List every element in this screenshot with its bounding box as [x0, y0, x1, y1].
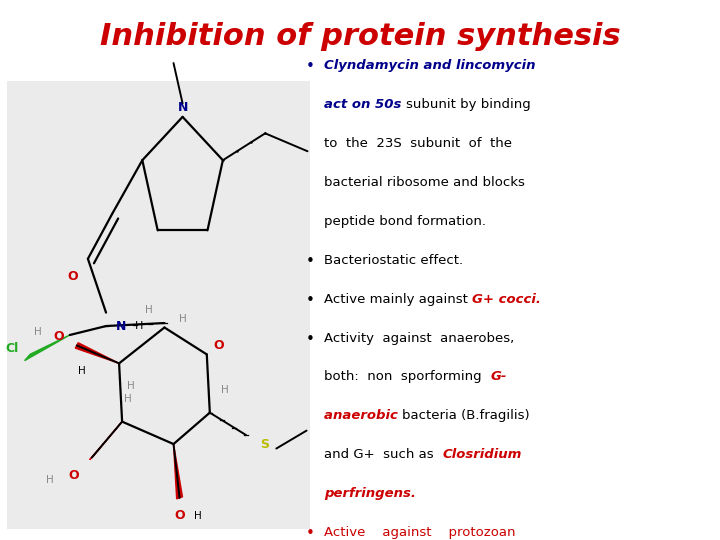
Text: S: S [260, 437, 269, 450]
Text: N: N [177, 102, 188, 114]
Text: to  the  23S  subunit  of  the: to the 23S subunit of the [324, 137, 512, 150]
Text: O: O [174, 509, 185, 522]
Text: H: H [194, 511, 202, 521]
Text: bacteria (B.fragilis): bacteria (B.fragilis) [402, 409, 530, 422]
Text: •: • [306, 254, 315, 269]
Text: •: • [306, 526, 315, 540]
Text: O: O [214, 339, 224, 352]
Text: O: O [68, 270, 78, 284]
Text: •: • [306, 59, 315, 75]
Text: G+ cocci.: G+ cocci. [472, 293, 541, 306]
Text: anaerobic: anaerobic [324, 409, 402, 422]
Text: H: H [135, 321, 143, 331]
Text: O: O [53, 330, 64, 343]
FancyBboxPatch shape [7, 81, 310, 529]
Text: H: H [78, 366, 86, 376]
Polygon shape [24, 335, 70, 361]
Text: •: • [306, 332, 315, 347]
Text: Cl: Cl [6, 342, 19, 355]
Text: Inhibition of protein synthesis: Inhibition of protein synthesis [99, 22, 621, 51]
Text: Activity  against  anaerobes,: Activity against anaerobes, [324, 332, 514, 345]
Text: N: N [116, 320, 126, 333]
Text: H: H [127, 381, 135, 391]
Polygon shape [76, 343, 119, 363]
Text: both:  non  sporforming: both: non sporforming [324, 370, 490, 383]
Text: peptide bond formation.: peptide bond formation. [324, 215, 486, 228]
Text: and G+  such as: and G+ such as [324, 448, 442, 461]
Text: H: H [221, 385, 229, 395]
Text: H: H [145, 305, 153, 315]
Polygon shape [90, 422, 122, 460]
Text: •: • [306, 293, 315, 308]
Text: O: O [68, 469, 79, 482]
Text: Closridium: Closridium [442, 448, 521, 461]
Text: H: H [125, 394, 132, 404]
Text: H: H [179, 314, 186, 323]
Text: bacterial ribosome and blocks: bacterial ribosome and blocks [324, 176, 525, 189]
Text: perfringens.: perfringens. [324, 487, 416, 500]
Text: act on 50s: act on 50s [324, 98, 406, 111]
Text: H: H [45, 475, 53, 485]
Text: Bacteriostatic effect.: Bacteriostatic effect. [324, 254, 463, 267]
Text: Active    against    protozoan: Active against protozoan [324, 526, 516, 539]
Text: G-: G- [490, 370, 506, 383]
Text: Active mainly against: Active mainly against [324, 293, 472, 306]
Polygon shape [174, 444, 182, 499]
Text: subunit by binding: subunit by binding [406, 98, 531, 111]
Text: Clyndamycin and lincomycin: Clyndamycin and lincomycin [324, 59, 536, 72]
Text: H: H [34, 327, 41, 337]
